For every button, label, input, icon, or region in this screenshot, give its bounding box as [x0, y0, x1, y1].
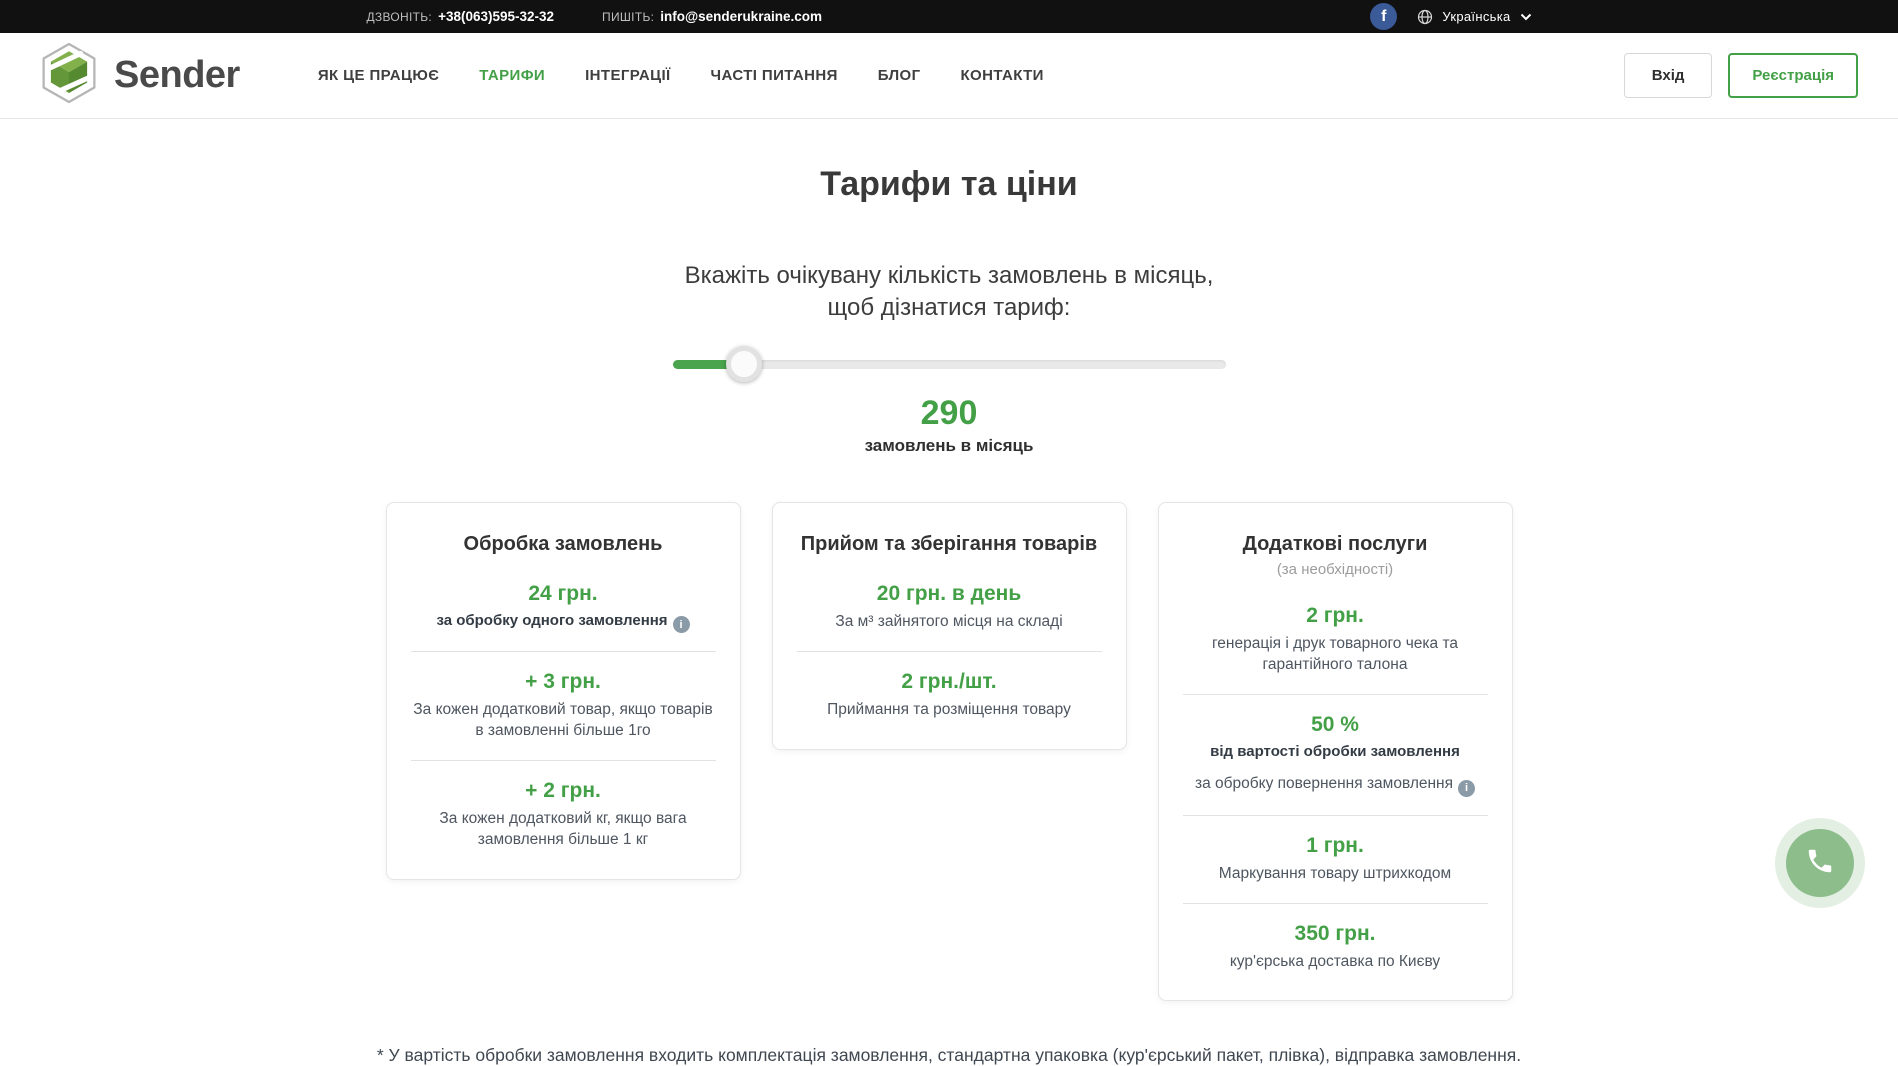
price-desc: Маркування товару штрихкодом: [1218, 864, 1452, 882]
phone-number[interactable]: +38(063)595-32-32: [438, 9, 555, 24]
info-icon[interactable]: i: [1458, 779, 1476, 797]
price-desc: за обробку одного замовлення i: [411, 612, 716, 634]
slider-thumb[interactable]: [726, 345, 763, 382]
menu-item-integrations[interactable]: ІНТЕГРАЦІЇ: [585, 67, 671, 84]
price-value: 20 грн. в день: [876, 581, 1022, 605]
login-button[interactable]: Вхід: [1623, 53, 1713, 98]
price-item: 24 грн. за обробку одного замовлення i: [411, 582, 716, 634]
language-label: Українська: [1442, 9, 1511, 24]
main-content: Тарифи та ціни Вкажіть очікувану кількіс…: [0, 165, 1898, 1066]
card-subtitle: (за необхідності): [1276, 560, 1394, 578]
price-desc: За кожен додатковий товар, якщо товарів …: [413, 701, 713, 740]
pricing-cards: Обробка замовлень 24 грн. за обробку одн…: [0, 501, 1898, 1002]
card-order-processing: Обробка замовлень 24 грн. за обробку одн…: [385, 501, 741, 880]
price-value: 50 %: [1311, 712, 1359, 736]
price-value: 350 грн.: [1294, 921, 1376, 945]
card-additional-services: Додаткові послуги (за необхідності) 2 гр…: [1157, 501, 1513, 1002]
price-desc: За м³ зайнятого місця на складі: [835, 612, 1063, 630]
chevron-down-icon: [1520, 13, 1532, 21]
phone-fab[interactable]: [1775, 818, 1865, 908]
sender-logo-icon: [40, 42, 98, 109]
globe-icon: [1417, 9, 1433, 25]
price-desc-bold: від вартості обробки замовлення: [1210, 742, 1460, 760]
price-desc: кур'єрська доставка по Києву: [1229, 952, 1441, 970]
divider: [410, 651, 716, 653]
topbar: ДЗВОНІТЬ: +38(063)595-32-32 ПИШІТЬ: info…: [0, 0, 1898, 33]
navbar: Sender ЯК ЦЕ ПРАЦЮЄ ТАРИФИ ІНТЕГРАЦІЇ ЧА…: [0, 33, 1898, 119]
price-value: 2 грн.: [1306, 603, 1364, 627]
facebook-icon[interactable]: f: [1370, 3, 1398, 30]
card-title: Прийом та зберігання товарів: [800, 532, 1098, 555]
slider-prompt-line2: щоб дізнатися тариф:: [827, 293, 1071, 321]
menu-item-blog[interactable]: БЛОГ: [877, 67, 921, 84]
phone-contact: ДЗВОНІТЬ: +38(063)595-32-32: [367, 9, 555, 24]
call-label: ДЗВОНІТЬ:: [366, 9, 433, 24]
write-label: ПИШІТЬ:: [602, 9, 655, 24]
price-item: 50 % від вартості обробки замовлення за …: [1183, 713, 1488, 797]
menu-item-contacts[interactable]: КОНТАКТИ: [960, 67, 1044, 84]
price-item: + 2 грн. За кожен додатковий кг, якщо ва…: [411, 779, 716, 851]
menu-item-faq[interactable]: ЧАСТІ ПИТАННЯ: [710, 67, 838, 84]
orders-count-unit: замовлень в місяць: [864, 435, 1034, 455]
slider-prompt: Вкажіть очікувану кількість замовлень в …: [0, 260, 1898, 324]
card-storage: Прийом та зберігання товарів 20 грн. в д…: [771, 501, 1127, 750]
email-contact: ПИШІТЬ: info@senderukraine.com: [602, 9, 822, 24]
language-selector[interactable]: Українська: [1417, 9, 1531, 25]
pricing-footnote: * У вартість обробки замовлення входить …: [376, 1045, 1522, 1066]
price-value: 24 грн.: [528, 581, 598, 605]
page-title: Тарифи та ціни: [820, 165, 1078, 203]
price-item: 2 грн./шт. Приймання та розміщення товар…: [797, 670, 1102, 721]
price-item: 1 грн. Маркування товару штрихкодом: [1183, 834, 1488, 885]
divider: [1182, 902, 1488, 904]
sender-logo[interactable]: Sender: [40, 42, 240, 109]
price-item: 20 грн. в день За м³ зайнятого місця на …: [797, 582, 1102, 633]
card-title: Обробка замовлень: [463, 532, 663, 555]
price-desc: За кожен додатковий кг, якщо вага замовл…: [439, 810, 687, 849]
slider-prompt-line1: Вкажіть очікувану кількість замовлень в …: [684, 262, 1214, 289]
divider: [796, 650, 1102, 652]
price-item: 2 грн. генерація і друк товарного чека т…: [1183, 604, 1488, 676]
price-value: 1 грн.: [1306, 833, 1364, 857]
price-value: 2 грн./шт.: [901, 669, 997, 693]
card-title: Додаткові послуги: [1242, 532, 1428, 555]
divider: [410, 760, 716, 762]
price-desc: генерація і друк товарного чека та гаран…: [1211, 634, 1458, 673]
brand-name: Sender: [114, 54, 240, 96]
phone-icon: [1805, 846, 1835, 881]
price-value: + 2 грн.: [525, 779, 601, 803]
menu-item-how-it-works[interactable]: ЯК ЦЕ ПРАЦЮЄ: [317, 67, 440, 84]
slider-track[interactable]: [672, 359, 1226, 369]
register-button[interactable]: Реєстрація: [1728, 53, 1858, 98]
divider: [1182, 814, 1488, 816]
price-item: + 3 грн. За кожен додатковий товар, якщо…: [411, 670, 716, 742]
menu-item-tariffs[interactable]: ТАРИФИ: [479, 67, 546, 84]
slider-fill: [672, 359, 745, 369]
divider: [1182, 693, 1488, 695]
orders-slider: [672, 345, 1226, 382]
main-menu: ЯК ЦЕ ПРАЦЮЄ ТАРИФИ ІНТЕГРАЦІЇ ЧАСТІ ПИТ…: [318, 67, 1044, 84]
price-desc: за обробку повернення замовлення i: [1183, 774, 1488, 797]
email-address[interactable]: info@senderukraine.com: [660, 9, 822, 24]
price-item: 350 грн. кур'єрська доставка по Києву: [1183, 922, 1488, 973]
info-icon[interactable]: i: [672, 616, 690, 634]
price-value: + 3 грн.: [525, 670, 601, 694]
orders-count-value: 290: [920, 393, 978, 432]
price-desc: Приймання та розміщення товару: [827, 700, 1071, 718]
